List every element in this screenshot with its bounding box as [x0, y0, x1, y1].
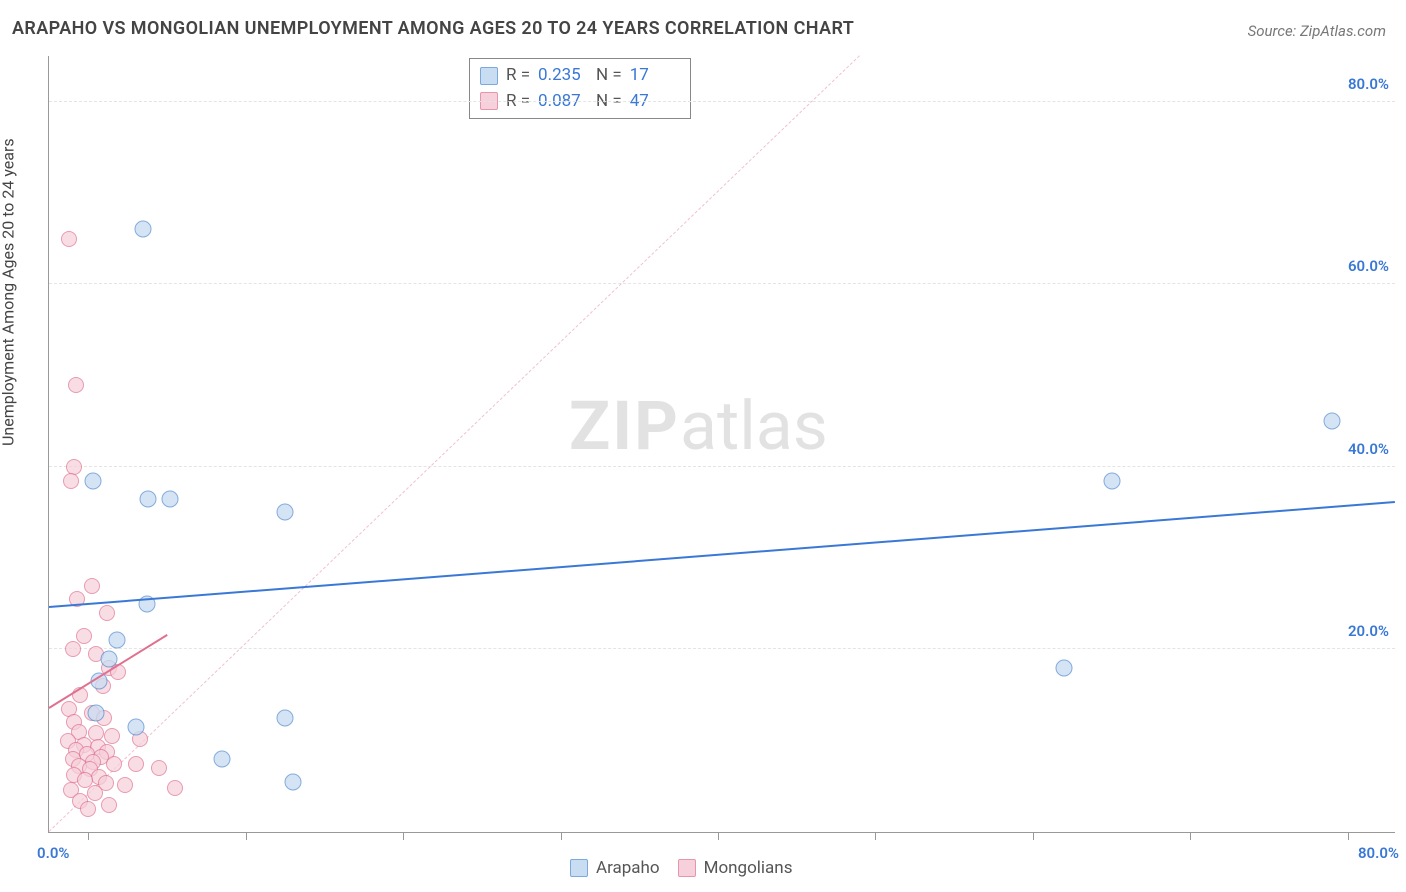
arapaho-point	[127, 719, 144, 736]
legend-label-mongolians: Mongolians	[704, 858, 793, 878]
arapaho-point	[140, 490, 157, 507]
correlation-row-arapaho: R = 0.235 N = 17	[480, 63, 680, 89]
grid-line	[49, 648, 1395, 649]
reference-line	[49, 55, 860, 832]
arapaho-point	[1324, 413, 1341, 430]
arapaho-point	[88, 705, 105, 722]
x-tick	[718, 832, 719, 840]
mongolians-point	[167, 780, 183, 796]
mongolians-point	[84, 578, 100, 594]
arapaho-point	[285, 773, 302, 790]
n-label: N =	[596, 63, 622, 89]
plot-area: ZIPatlas R = 0.235 N = 17 R = 0.087 N = …	[48, 56, 1395, 833]
y-tick-label: 60.0%	[1348, 257, 1389, 275]
x-tick	[1190, 832, 1191, 840]
mongolians-point	[63, 473, 79, 489]
mongolians-point	[80, 801, 96, 817]
legend-item-arapaho: Arapaho	[570, 858, 660, 878]
mongolians-point	[68, 377, 84, 393]
arapaho-point	[277, 504, 294, 521]
x-tick	[403, 832, 404, 840]
arapaho-point	[162, 490, 179, 507]
watermark: ZIPatlas	[569, 386, 828, 466]
x-tick	[875, 832, 876, 840]
x-tick	[246, 832, 247, 840]
chart-title: ARAPAHO VS MONGOLIAN UNEMPLOYMENT AMONG …	[12, 18, 854, 39]
mongolians-point	[128, 756, 144, 772]
legend-item-mongolians: Mongolians	[678, 858, 793, 878]
series-legend: Arapaho Mongolians	[570, 858, 792, 878]
mongolians-point	[104, 728, 120, 744]
x-tick	[1033, 832, 1034, 840]
mongolians-point	[106, 756, 122, 772]
x-axis-max-label: 80.0%	[1358, 844, 1399, 862]
mongolians-point	[76, 628, 92, 644]
arapaho-point	[85, 472, 102, 489]
mongolians-point	[87, 785, 103, 801]
grid-line	[49, 283, 1395, 284]
arapaho-point	[100, 650, 117, 667]
y-tick-label: 80.0%	[1348, 75, 1389, 93]
mongolians-point	[101, 797, 117, 813]
y-tick-label: 40.0%	[1348, 440, 1389, 458]
watermark-zip: ZIP	[569, 386, 680, 466]
n-value: 17	[630, 63, 680, 89]
mongolians-point	[65, 641, 81, 657]
arapaho-point	[277, 709, 294, 726]
arapaho-point	[214, 750, 231, 767]
arapaho-point	[1103, 472, 1120, 489]
mongolians-point	[151, 760, 167, 776]
correlation-legend: R = 0.235 N = 17 R = 0.087 N = 47	[469, 58, 691, 119]
mongolians-point	[117, 777, 133, 793]
chart-container: ARAPAHO VS MONGOLIAN UNEMPLOYMENT AMONG …	[0, 0, 1406, 892]
mongolians-point	[61, 231, 77, 247]
legend-swatch-mongolians	[678, 859, 696, 877]
legend-swatch-arapaho	[570, 859, 588, 877]
legend-label-arapaho: Arapaho	[596, 858, 660, 878]
trend-line-arapaho	[49, 501, 1395, 608]
r-label: R =	[506, 63, 530, 89]
arapaho-point	[108, 632, 125, 649]
grid-line	[49, 466, 1395, 467]
arapaho-point	[135, 221, 152, 238]
x-tick	[88, 832, 89, 840]
x-tick	[1348, 832, 1349, 840]
swatch-arapaho	[480, 67, 498, 85]
y-axis-label: Unemployment Among Ages 20 to 24 years	[0, 138, 18, 446]
source-label: Source: ZipAtlas.com	[1248, 22, 1386, 40]
watermark-atlas: atlas	[680, 386, 828, 466]
arapaho-point	[1056, 659, 1073, 676]
y-tick-label: 20.0%	[1348, 622, 1389, 640]
mongolians-point	[99, 605, 115, 621]
r-value: 0.235	[538, 63, 588, 89]
x-axis-min-label: 0.0%	[37, 844, 69, 862]
grid-line	[49, 101, 1395, 102]
x-tick	[561, 832, 562, 840]
